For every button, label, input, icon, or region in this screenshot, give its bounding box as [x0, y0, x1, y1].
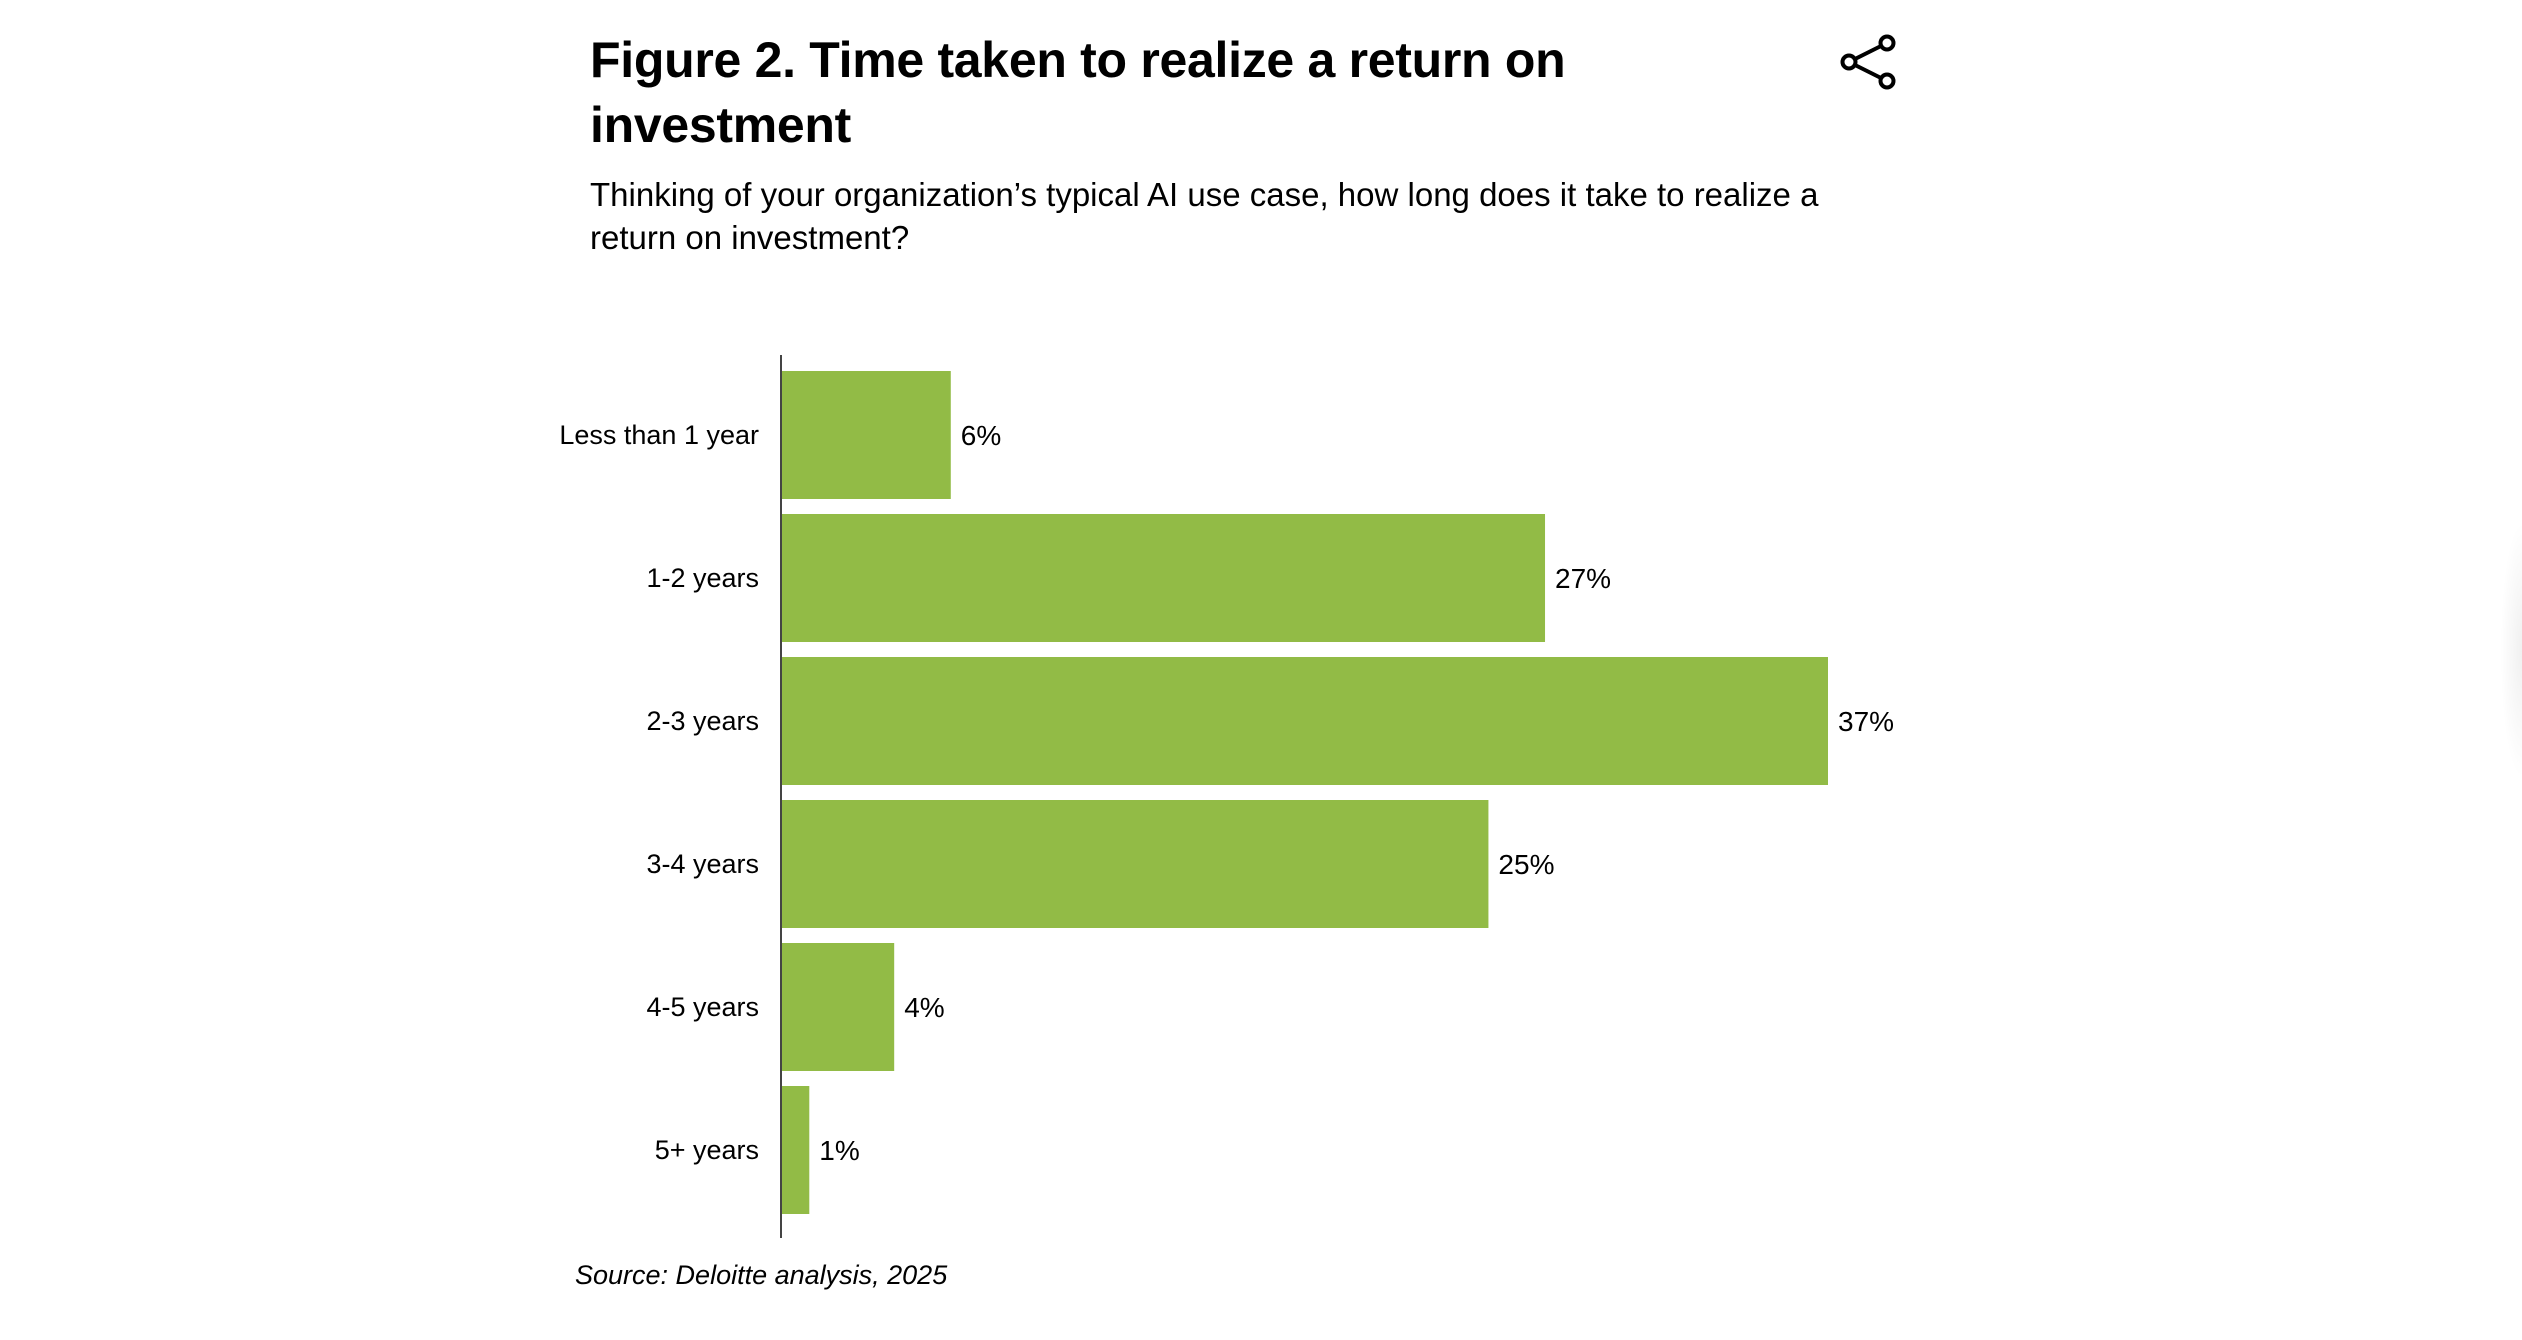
- source-note: Source: Deloitte analysis, 2025: [575, 1260, 948, 1290]
- category-label: 5+ years: [655, 1135, 759, 1165]
- value-label: 37%: [1838, 706, 1894, 737]
- edge-shadow: [2500, 520, 2522, 780]
- figure-subtitle: Thinking of your organization’s typical …: [590, 176, 1819, 256]
- category-label: 2-3 years: [646, 706, 759, 736]
- value-label: 1%: [819, 1135, 859, 1166]
- figure-title: Figure 2. Time taken to realize a return…: [590, 32, 1566, 153]
- category-label: 3-4 years: [646, 849, 759, 879]
- bar: [781, 800, 1489, 928]
- bar: [781, 514, 1546, 642]
- category-label: 4-5 years: [646, 992, 759, 1022]
- bar: [781, 371, 951, 499]
- value-label: 25%: [1498, 849, 1554, 880]
- share-icon: [1840, 34, 1896, 90]
- bar: [781, 1086, 810, 1214]
- category-label: 1-2 years: [646, 563, 759, 593]
- bar: [781, 943, 895, 1071]
- value-label: 4%: [904, 992, 944, 1023]
- share-button[interactable]: [1840, 34, 1900, 90]
- category-label: Less than 1 year: [559, 420, 759, 450]
- value-label: 27%: [1555, 563, 1611, 594]
- bar: [781, 657, 1828, 785]
- value-label: 6%: [961, 420, 1001, 451]
